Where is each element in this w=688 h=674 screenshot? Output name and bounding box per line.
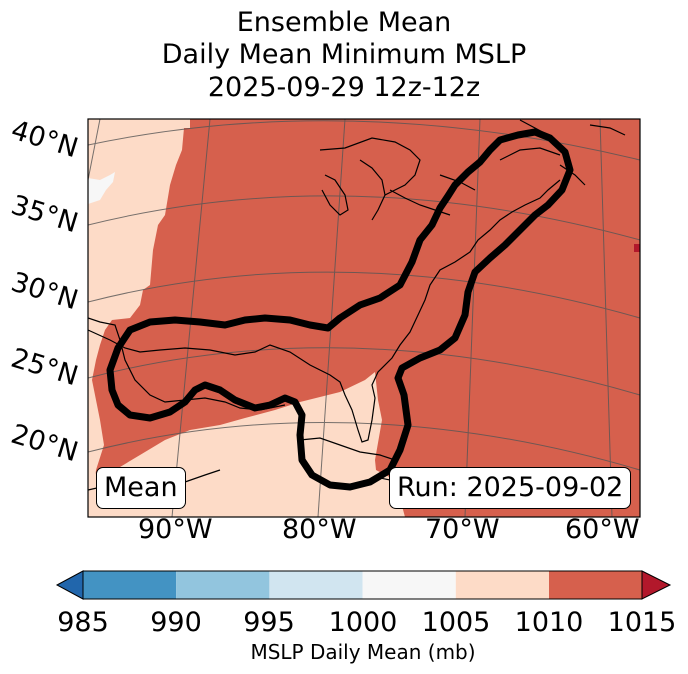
map-panel [88, 119, 640, 517]
colorbar-tick: 990 [150, 607, 202, 638]
field-mid-west [88, 119, 190, 517]
colorbar-tick: 1000 [328, 607, 398, 638]
colorbar-under-arrow [55, 570, 84, 600]
stat-box: Mean [96, 467, 186, 509]
colorbar-tick: 1010 [514, 607, 584, 638]
colorbar-bin-5 [455, 571, 549, 599]
field-low-patch [88, 172, 115, 204]
colorbar-tick: 1005 [421, 607, 491, 638]
title-line-3: 2025-09-29 12z-12z [207, 72, 481, 103]
title-line-2: Daily Mean Minimum MSLP [161, 39, 527, 70]
probability-contour [106, 128, 574, 491]
colorbar-bin-3 [269, 571, 363, 599]
colorbar-bin-2 [176, 571, 270, 599]
colorbar-bin-6 [549, 571, 642, 599]
colorbar [55, 570, 672, 600]
colorbar-frame [82, 570, 643, 600]
lon-label-80w: 80°W [282, 514, 357, 545]
colorbar-tick: 995 [243, 607, 295, 638]
field-over-speck [634, 244, 640, 252]
colorbar-label: MSLP Daily Mean (mb) [250, 640, 476, 664]
map-frame [87, 118, 641, 518]
lon-label-70w: 70°W [425, 514, 500, 545]
colorbar-tick: 1015 [607, 607, 677, 638]
colorbar-tick: 985 [57, 607, 109, 638]
run-box: Run: 2025-09-02 [389, 467, 632, 509]
title-line-1: Ensemble Mean [236, 7, 452, 38]
colorbar-over-arrow [641, 570, 672, 600]
colorbar-bin-1 [83, 571, 177, 599]
colorbar-bin-4 [362, 571, 456, 599]
lon-label-60w: 60°W [565, 514, 640, 545]
lon-label-90w: 90°W [138, 514, 213, 545]
